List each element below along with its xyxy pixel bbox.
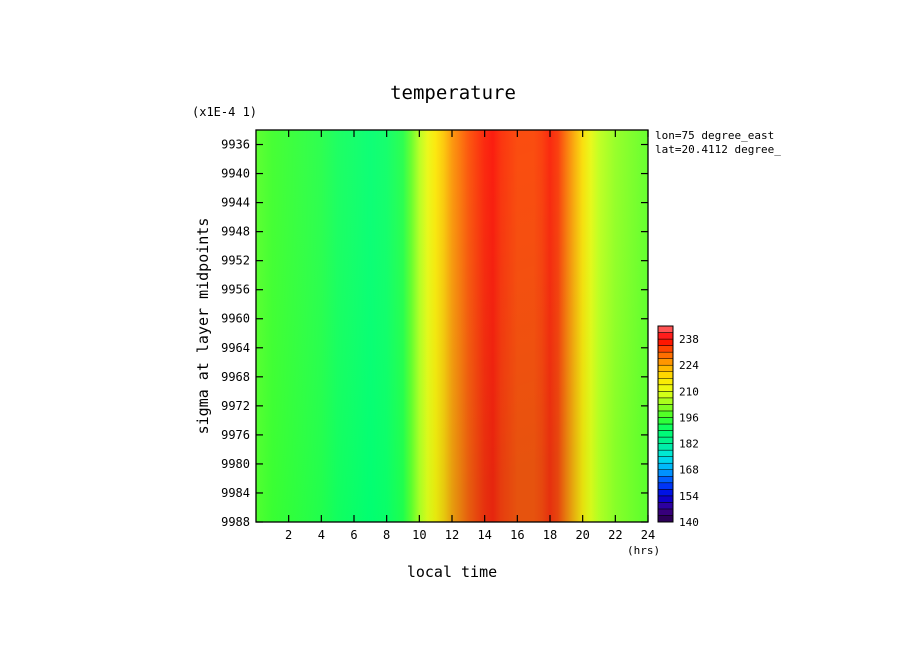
y-tick-label: 9940 bbox=[221, 167, 250, 181]
colorbar-tick-label: 182 bbox=[679, 438, 699, 451]
lon-annotation: lon=75 degree_east bbox=[655, 129, 774, 142]
y-scale-note: (x1E-4 1) bbox=[192, 105, 257, 119]
y-tick-label: 9968 bbox=[221, 370, 250, 384]
colorbar-tick-label: 154 bbox=[679, 490, 699, 503]
y-tick-label: 9936 bbox=[221, 138, 250, 152]
colorbar-cell bbox=[657, 482, 674, 490]
y-tick-label: 9980 bbox=[221, 457, 250, 471]
colorbar-cell bbox=[657, 515, 674, 523]
y-tick-label: 9972 bbox=[221, 399, 250, 413]
x-tick-label: 10 bbox=[412, 528, 426, 542]
colorbar-cell bbox=[657, 476, 674, 484]
colorbar-cell bbox=[657, 332, 674, 340]
y-tick-label: 9960 bbox=[221, 312, 250, 326]
colorbar-cell bbox=[657, 495, 674, 503]
x-tick-label: 14 bbox=[477, 528, 491, 542]
lat-annotation: lat=20.4112 degree_ bbox=[655, 143, 781, 156]
colorbar-cell bbox=[657, 417, 674, 425]
colorbar-frame bbox=[657, 325, 674, 523]
colorbar-cell bbox=[657, 489, 674, 497]
x-tick-label: 22 bbox=[608, 528, 622, 542]
colorbar-cell bbox=[657, 430, 674, 438]
colorbar-tick-label: 196 bbox=[679, 411, 699, 424]
plot-area bbox=[255, 129, 649, 523]
colorbar-cell bbox=[657, 456, 674, 464]
x-axis-label: local time bbox=[407, 563, 497, 581]
colorbar-cell bbox=[657, 378, 674, 386]
x-units-label: (hrs) bbox=[627, 544, 660, 557]
colorbar-cell bbox=[657, 502, 674, 510]
colorbar-cell bbox=[657, 423, 674, 431]
colorbar-cell bbox=[657, 508, 674, 516]
y-tick-label: 9964 bbox=[221, 341, 250, 355]
colorbar-cell bbox=[657, 397, 674, 405]
colorbar-cell bbox=[657, 325, 674, 333]
x-tick-label: 12 bbox=[445, 528, 459, 542]
y-tick-label: 9988 bbox=[221, 515, 250, 529]
colorbar-tick-label: 224 bbox=[679, 359, 699, 372]
y-tick-label: 9984 bbox=[221, 486, 250, 500]
field-shading bbox=[256, 130, 648, 522]
y-tick-label: 9952 bbox=[221, 254, 250, 268]
x-tick-label: 16 bbox=[510, 528, 524, 542]
colorbar-cell bbox=[657, 436, 674, 444]
y-axis: 9936 9940 9944 9948 9952 9956 9960 9964 9968 9972… bbox=[221, 138, 648, 529]
x-tick-label: 20 bbox=[575, 528, 589, 542]
colorbar-cell bbox=[657, 404, 674, 412]
y-tick-label: 9976 bbox=[221, 428, 250, 442]
colorbar-cell bbox=[657, 345, 674, 353]
colorbar-cell bbox=[657, 462, 674, 470]
colorbar-cell bbox=[657, 410, 674, 418]
x-tick-label: 4 bbox=[318, 528, 325, 542]
y-tick-label: 9956 bbox=[221, 283, 250, 297]
chart-title: temperature bbox=[390, 82, 516, 104]
colorbar-tick-label: 238 bbox=[679, 333, 699, 346]
y-axis-label: sigma at layer midpoints bbox=[194, 218, 212, 435]
x-tick-label: 24 bbox=[641, 528, 655, 542]
colorbar-cell bbox=[657, 364, 674, 372]
colorbar-cell bbox=[657, 469, 674, 477]
colorbar-tick-label: 168 bbox=[679, 464, 699, 477]
x-tick-label: 8 bbox=[383, 528, 390, 542]
y-tick-label: 9948 bbox=[221, 225, 250, 239]
x-axis: 2 4 6 8 10 12 14 16 18 20 22 24 bbox=[285, 130, 655, 542]
x-tick-label: 18 bbox=[543, 528, 557, 542]
colorbar-tick-label: 140 bbox=[679, 516, 699, 529]
y-tick-label: 9944 bbox=[221, 196, 250, 210]
colorbar-cell bbox=[657, 443, 674, 451]
colorbar-tick-label: 210 bbox=[679, 385, 699, 398]
colorbar: 140 154 168 182 196 210 224 238 bbox=[657, 325, 699, 529]
colorbar-cell bbox=[657, 384, 674, 392]
colorbar-cell bbox=[657, 358, 674, 366]
colorbar-cell bbox=[657, 351, 674, 359]
colorbar-cell bbox=[657, 391, 674, 399]
x-tick-label: 6 bbox=[350, 528, 357, 542]
colorbar-cell bbox=[657, 338, 674, 346]
colorbar-cell bbox=[657, 449, 674, 457]
x-tick-label: 2 bbox=[285, 528, 292, 542]
colorbar-cell bbox=[657, 371, 674, 379]
